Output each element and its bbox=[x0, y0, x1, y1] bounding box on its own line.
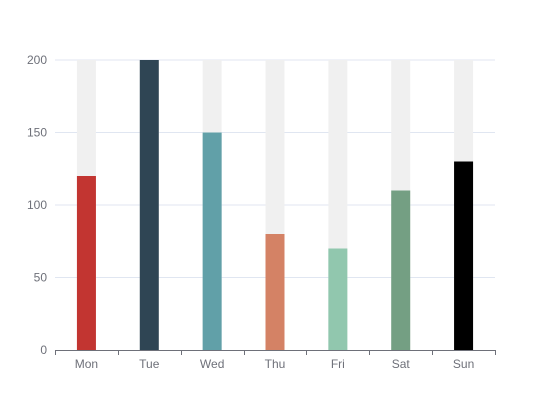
x-tick-label-sat: Sat bbox=[392, 357, 411, 371]
y-tick-label-100: 100 bbox=[27, 198, 47, 212]
x-tick-label-fri: Fri bbox=[331, 357, 345, 371]
bar-tue[interactable] bbox=[139, 60, 159, 350]
x-tick-label-mon: Mon bbox=[75, 357, 98, 371]
y-tick-label-150: 150 bbox=[27, 126, 47, 140]
x-axis bbox=[55, 350, 496, 355]
bar-sat[interactable] bbox=[391, 190, 411, 351]
bar-fri[interactable] bbox=[328, 248, 348, 351]
y-tick-label-50: 50 bbox=[34, 271, 48, 285]
x-tick-label-tue: Tue bbox=[139, 357, 160, 371]
y-axis-labels: 0 50 100 150 200 bbox=[27, 53, 47, 357]
x-tick-label-wed: Wed bbox=[200, 357, 224, 371]
x-axis-labels: Mon Tue Wed Thu Fri Sat Sun bbox=[75, 357, 474, 371]
y-tick-label-0: 0 bbox=[40, 343, 47, 357]
bar-wed[interactable] bbox=[202, 132, 222, 351]
x-tick-label-thu: Thu bbox=[265, 357, 286, 371]
bar-mon[interactable] bbox=[76, 176, 96, 350]
bars bbox=[76, 60, 474, 351]
x-tick-label-sun: Sun bbox=[453, 357, 474, 371]
bar-sun[interactable] bbox=[454, 161, 474, 351]
y-tick-label-200: 200 bbox=[27, 53, 47, 67]
bar-thu[interactable] bbox=[265, 234, 285, 350]
